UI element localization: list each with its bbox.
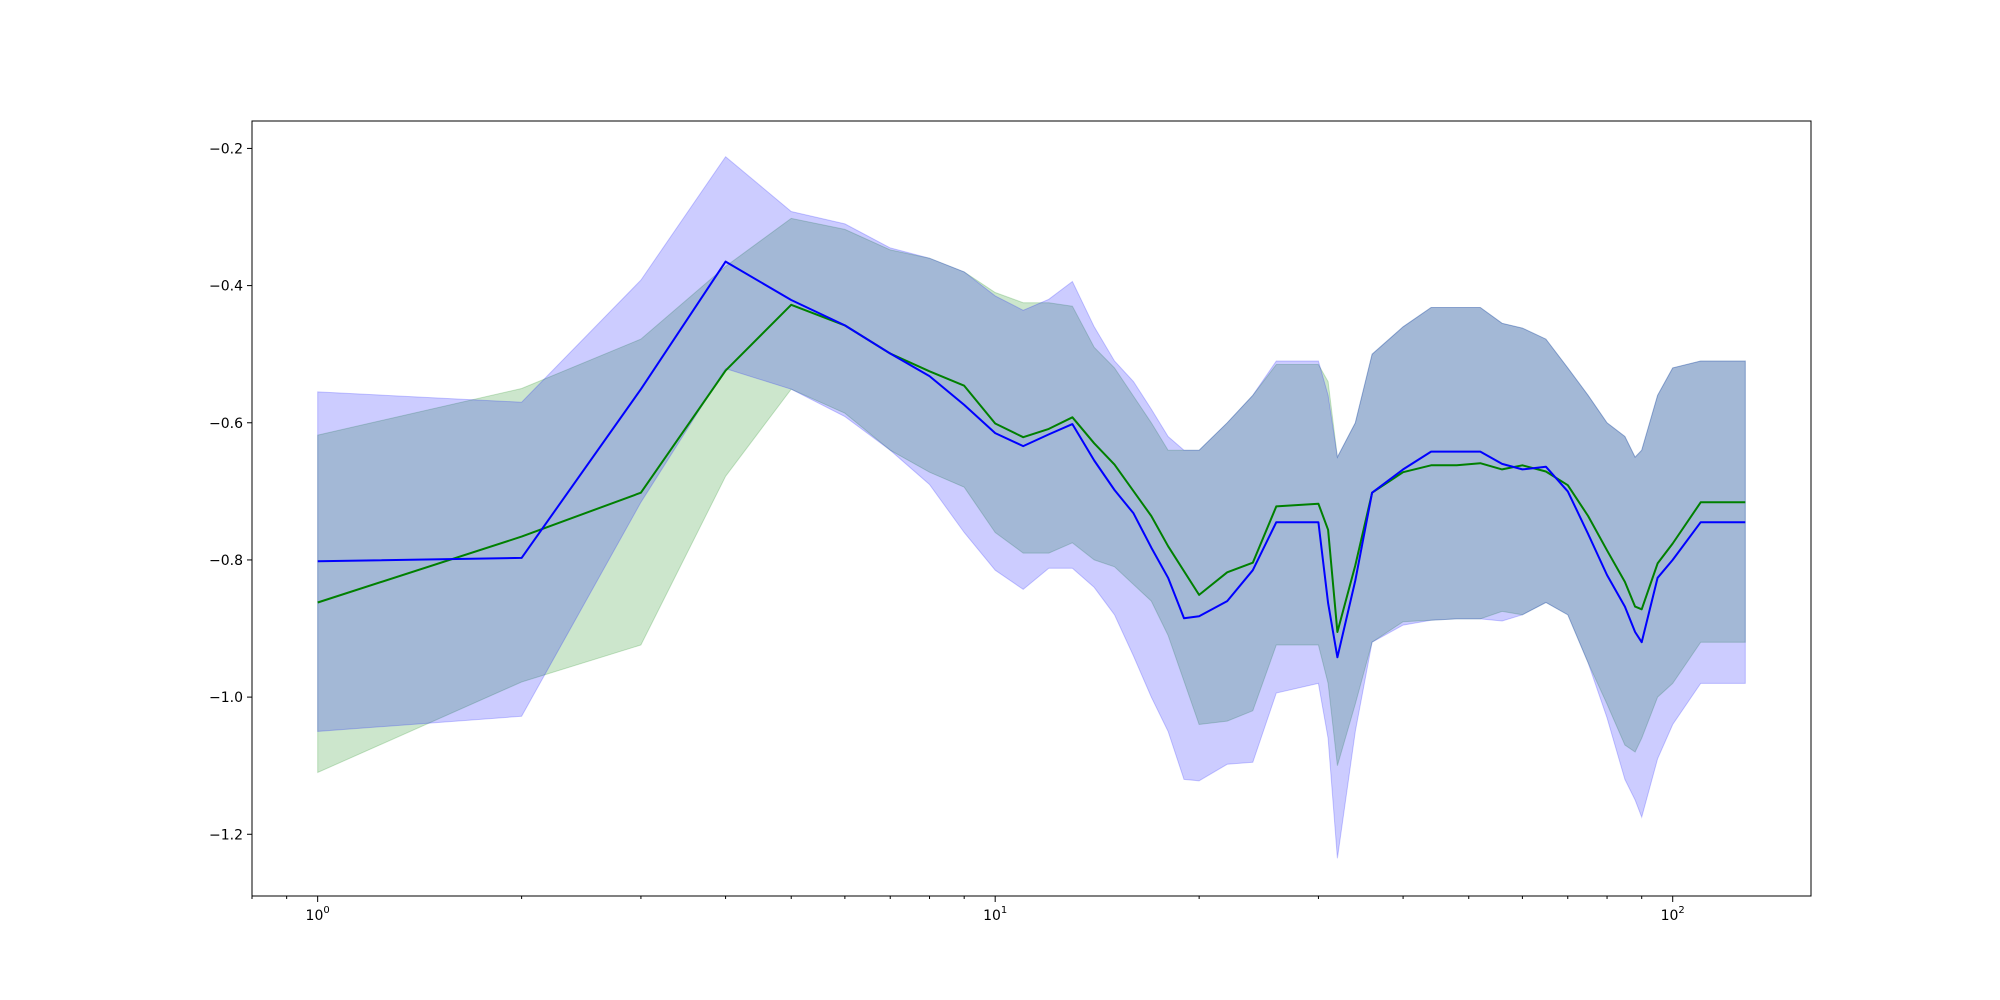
plot-frame [251,120,1812,897]
confidence-bands [317,155,1746,859]
series-line-0 [317,303,1746,633]
band-1 [317,155,1746,859]
y-tick-label: −0.6 [209,416,243,432]
y-tick-label: −0.4 [209,279,243,295]
x-tick-label: 102 [1661,905,1685,924]
y-tick-label: −1.0 [209,690,243,706]
y-tick-label: −1.2 [209,827,243,843]
series-lines [317,260,1746,659]
y-axis-ticks: −0.2 −0.4 −0.6 −0.8 −1.0 −1.2 [209,141,252,843]
y-tick-label: −0.8 [209,553,243,569]
x-tick-label: 100 [306,905,330,924]
x-tick-label: 101 [983,905,1007,924]
series-line-1 [317,260,1746,659]
y-tick-label: −0.2 [209,141,243,157]
band-0 [317,217,1746,774]
